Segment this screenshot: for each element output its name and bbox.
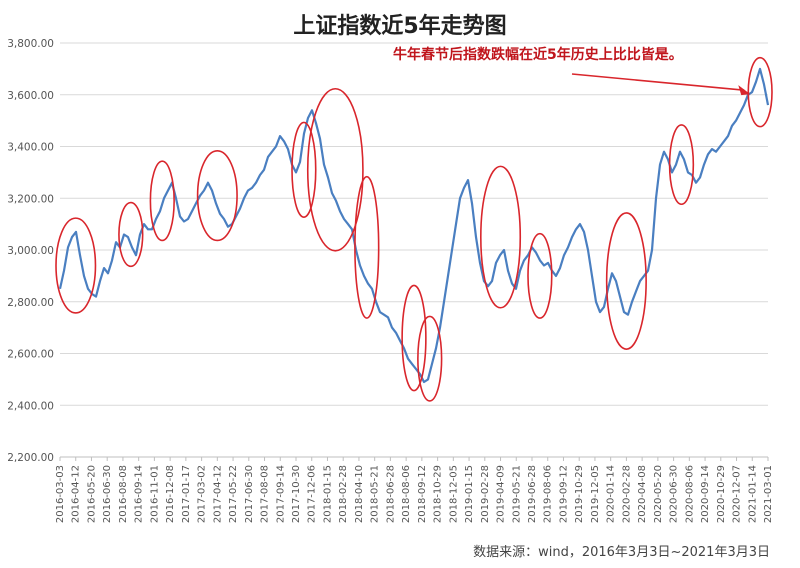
highlight-ellipse (306, 87, 364, 252)
highlight-ellipse (668, 124, 695, 206)
x-tick-label: 2016-12-08 (165, 465, 176, 523)
x-tick-label: 2018-01-15 (322, 465, 333, 523)
x-tick-label: 2018-08-06 (401, 465, 412, 523)
x-tick-label: 2018-12-05 (448, 465, 459, 523)
x-tick-label: 2020-06-30 (669, 465, 680, 523)
x-tick-label: 2017-01-17 (181, 465, 192, 523)
x-tick-label: 2016-06-30 (102, 465, 113, 523)
x-tick-label: 2018-09-12 (417, 465, 428, 523)
x-tick-label: 2019-06-28 (527, 465, 538, 523)
x-tick-label: 2016-05-20 (86, 465, 97, 523)
highlight-ellipse (196, 150, 238, 242)
x-tick-label: 2020-01-14 (606, 465, 617, 523)
y-tick-label: 3,600.00 (7, 90, 54, 102)
y-tick-label: 2,400.00 (7, 400, 54, 412)
y-tick-label: 2,800.00 (7, 297, 54, 309)
x-tick-label: 2019-08-06 (543, 465, 554, 523)
x-tick-label: 2021-01-14 (747, 465, 758, 523)
highlight-ellipse (354, 175, 380, 319)
x-tick-label: 2020-08-06 (684, 465, 695, 523)
x-tick-label: 2018-04-10 (354, 465, 365, 523)
highlight-ellipse (55, 217, 97, 314)
x-tick-label: 2019-05-21 (511, 465, 522, 523)
x-tick-label: 2017-05-22 (228, 465, 239, 523)
x-tick-label: 2021-03-01 (763, 465, 774, 523)
x-tick-label: 2019-09-12 (558, 465, 569, 523)
y-tick-label: 3,800.00 (7, 38, 54, 50)
y-tick-label: 3,000.00 (7, 245, 54, 257)
x-tick-label: 2019-01-15 (464, 465, 475, 523)
x-tick-label: 2016-04-12 (71, 465, 82, 523)
annotation-arrow (571, 73, 745, 91)
x-tick-label: 2016-08-08 (118, 465, 129, 523)
x-tick-label: 2017-06-30 (244, 465, 255, 523)
highlight-ellipse (149, 160, 175, 242)
x-tick-label: 2016-11-01 (149, 465, 160, 523)
x-tick-label: 2019-02-28 (480, 465, 491, 523)
x-tick-label: 2017-04-12 (212, 465, 223, 523)
annotation-arrowhead (738, 85, 751, 96)
x-tick-label: 2018-10-29 (433, 465, 444, 523)
x-tick-label: 2020-05-20 (653, 465, 664, 523)
x-tick-label: 2019-10-29 (574, 465, 585, 523)
x-tick-label: 2018-06-28 (385, 465, 396, 523)
index-line (58, 67, 770, 384)
x-tick-label: 2019-04-09 (496, 465, 507, 523)
y-tick-label: 3,200.00 (7, 193, 54, 205)
chart-title: 上证指数近5年走势图 (293, 14, 507, 39)
x-tick-label: 2017-12-06 (307, 465, 318, 523)
chart-source: 数据来源：wind，2016年3月3日~2021年3月3日 (473, 545, 770, 560)
x-tick-label: 2020-04-08 (637, 465, 648, 523)
x-tick-label: 2017-10-30 (291, 465, 302, 523)
x-tick-label: 2018-05-21 (370, 465, 381, 523)
highlight-ellipse (747, 56, 773, 128)
highlight-ellipse (479, 165, 522, 309)
highlight-ellipse (291, 121, 317, 218)
highlight-ellipse (417, 315, 443, 402)
x-tick-label: 2020-02-28 (621, 465, 632, 523)
x-tick-label: 2017-09-14 (275, 465, 286, 523)
x-tick-label: 2020-10-29 (716, 465, 727, 523)
x-tick-label: 2016-03-03 (55, 465, 66, 523)
highlight-ellipse (527, 232, 553, 319)
x-tick-label: 2020-12-07 (732, 465, 743, 523)
highlight-ellipse (401, 284, 427, 392)
x-tick-label: 2017-08-08 (260, 465, 271, 523)
x-tick-label: 2018-02-28 (338, 465, 349, 523)
y-tick-label: 3,400.00 (7, 142, 54, 154)
x-tick-label: 2016-09-14 (134, 465, 145, 523)
chart-annotation: 牛年春节后指数跌幅在近5年历史上比比皆是。 (393, 47, 683, 63)
x-tick-label: 2020-09-14 (700, 465, 711, 523)
y-tick-label: 2,600.00 (7, 349, 54, 361)
y-tick-label: 2,200.00 (7, 452, 54, 464)
x-tick-label: 2017-03-02 (197, 465, 208, 523)
highlight-ellipse (118, 201, 144, 268)
x-tick-label: 2019-12-05 (590, 465, 601, 523)
highlight-ellipse (605, 212, 647, 350)
